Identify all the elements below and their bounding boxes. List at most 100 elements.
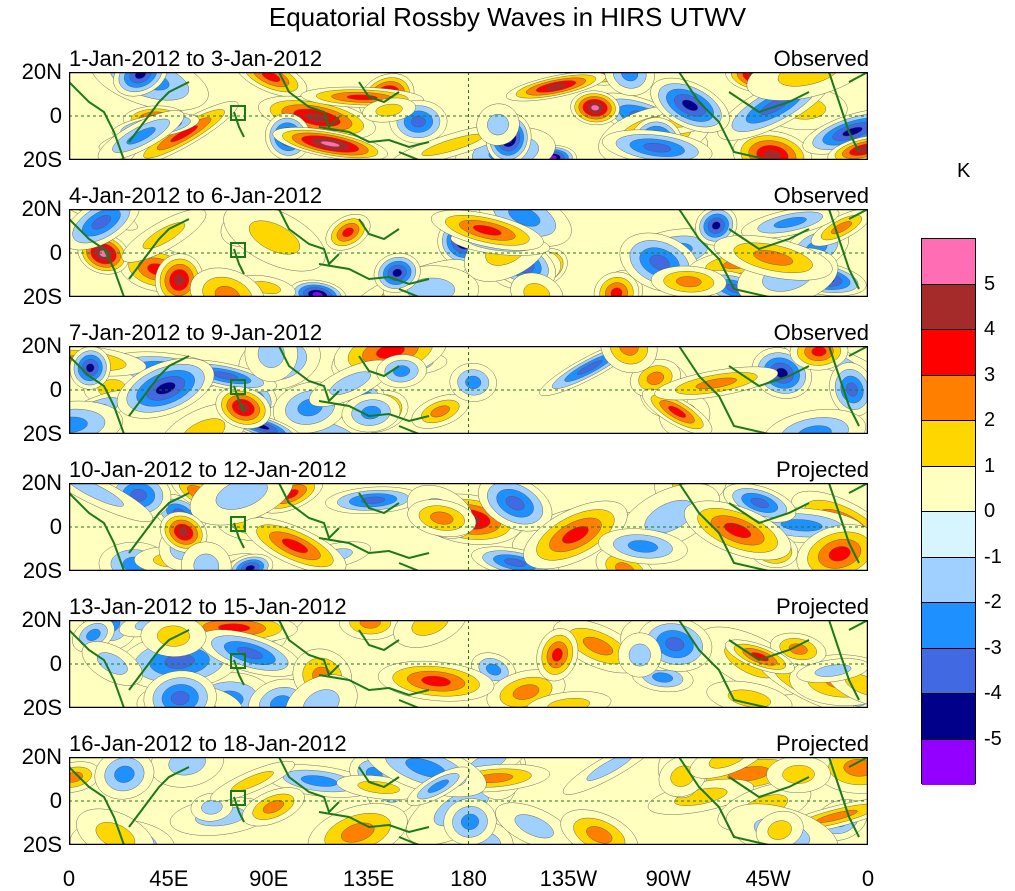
panel-type-label: Projected [776, 594, 869, 619]
map-panel-1 [69, 72, 868, 160]
coastline [69, 629, 125, 708]
lon-label: 0 [861, 866, 875, 891]
contour-region [411, 116, 426, 128]
contour-region [421, 675, 451, 687]
lat-label: 20S [22, 284, 62, 309]
contour-region [142, 222, 186, 250]
coastline [128, 218, 190, 280]
contour-region [178, 527, 189, 537]
colorbar-swatch [922, 739, 975, 785]
coastline [678, 483, 770, 571]
contour-region [576, 360, 603, 375]
contour-region [665, 637, 685, 652]
coastline [278, 483, 340, 540]
colorbar-level-label: -2 [984, 591, 1002, 613]
colorbar-swatch [922, 239, 975, 285]
contour-region [843, 759, 868, 777]
contour-region [562, 526, 589, 544]
coastline [358, 629, 400, 652]
colorbar-swatch [922, 284, 975, 330]
region-box [230, 790, 246, 806]
lat-label: 20N [21, 333, 62, 358]
coastline [848, 209, 868, 220]
contour-region [652, 672, 674, 683]
coastline [358, 355, 400, 378]
region-box [230, 516, 246, 532]
coastline [318, 811, 430, 834]
coastline [728, 502, 810, 525]
colorbar-swatch [922, 694, 975, 740]
coastline [848, 757, 868, 768]
coastline [69, 492, 125, 571]
contour-region [392, 268, 403, 278]
coastline [233, 385, 245, 412]
lon-label: 135W [539, 866, 598, 891]
panel-frame [69, 209, 868, 297]
contour-region [346, 94, 378, 101]
contour-region [750, 497, 769, 508]
contour-region [236, 647, 263, 660]
contour-region [461, 813, 479, 830]
coastline [318, 126, 430, 149]
coastline [233, 659, 245, 686]
coastline [728, 91, 810, 114]
panel-type-label: Observed [773, 183, 869, 208]
coastline [69, 766, 125, 845]
map-panel-5 [69, 620, 868, 708]
contour-region [485, 663, 502, 676]
region-box [230, 105, 246, 121]
colorbar-level-label: -1 [984, 545, 1002, 568]
colorbar-swatch [922, 648, 975, 694]
lat-label: 20N [21, 744, 62, 769]
lon-label: 45E [149, 866, 189, 891]
coastline [278, 757, 340, 814]
contour-region [248, 220, 301, 255]
region-box [230, 379, 246, 395]
contour-region [168, 757, 206, 776]
contour-region [773, 217, 807, 228]
contour-region [505, 496, 525, 511]
coastline [398, 562, 420, 571]
contour-region [262, 800, 284, 814]
coastline [128, 81, 190, 143]
coastline [728, 776, 810, 799]
coastline [358, 218, 400, 241]
panel-frame [69, 757, 868, 845]
map-panel-3 [69, 346, 868, 434]
lat-label: 20S [22, 558, 62, 583]
contour-region [628, 643, 651, 667]
panel-type-label: Projected [776, 457, 869, 482]
coastline [828, 757, 860, 838]
contour-region [201, 799, 223, 815]
contour-region [281, 538, 308, 554]
coastline [398, 699, 420, 708]
coastline [318, 400, 430, 423]
lat-label: 0 [49, 240, 62, 265]
contour-region [85, 363, 95, 373]
contour-region [215, 483, 268, 510]
contour-region [157, 625, 190, 647]
contour-region [91, 215, 112, 230]
lon-label: 90E [249, 866, 289, 891]
panel-type-label: Projected [776, 731, 869, 756]
contour-region [487, 113, 509, 136]
contour-region [155, 382, 176, 395]
coastline [278, 620, 340, 677]
panel-frame [69, 346, 868, 434]
coastline [828, 72, 860, 153]
contour-region [668, 405, 687, 418]
contour-region [814, 664, 852, 677]
coastline [278, 346, 340, 403]
panel-date-range: 16-Jan-2012 to 18-Jan-2012 [69, 731, 347, 756]
map-panel-4 [69, 483, 868, 571]
contour-region [86, 628, 101, 641]
contour-region [359, 620, 381, 629]
coastline [828, 620, 860, 701]
panel-date-range: 1-Jan-2012 to 3-Jan-2012 [69, 46, 323, 71]
panel-date-range: 13-Jan-2012 to 15-Jan-2012 [69, 594, 347, 619]
coastline [278, 209, 340, 266]
coastline [233, 522, 245, 549]
coastline [128, 492, 190, 554]
coastline [828, 483, 860, 564]
contour-region [130, 488, 147, 502]
